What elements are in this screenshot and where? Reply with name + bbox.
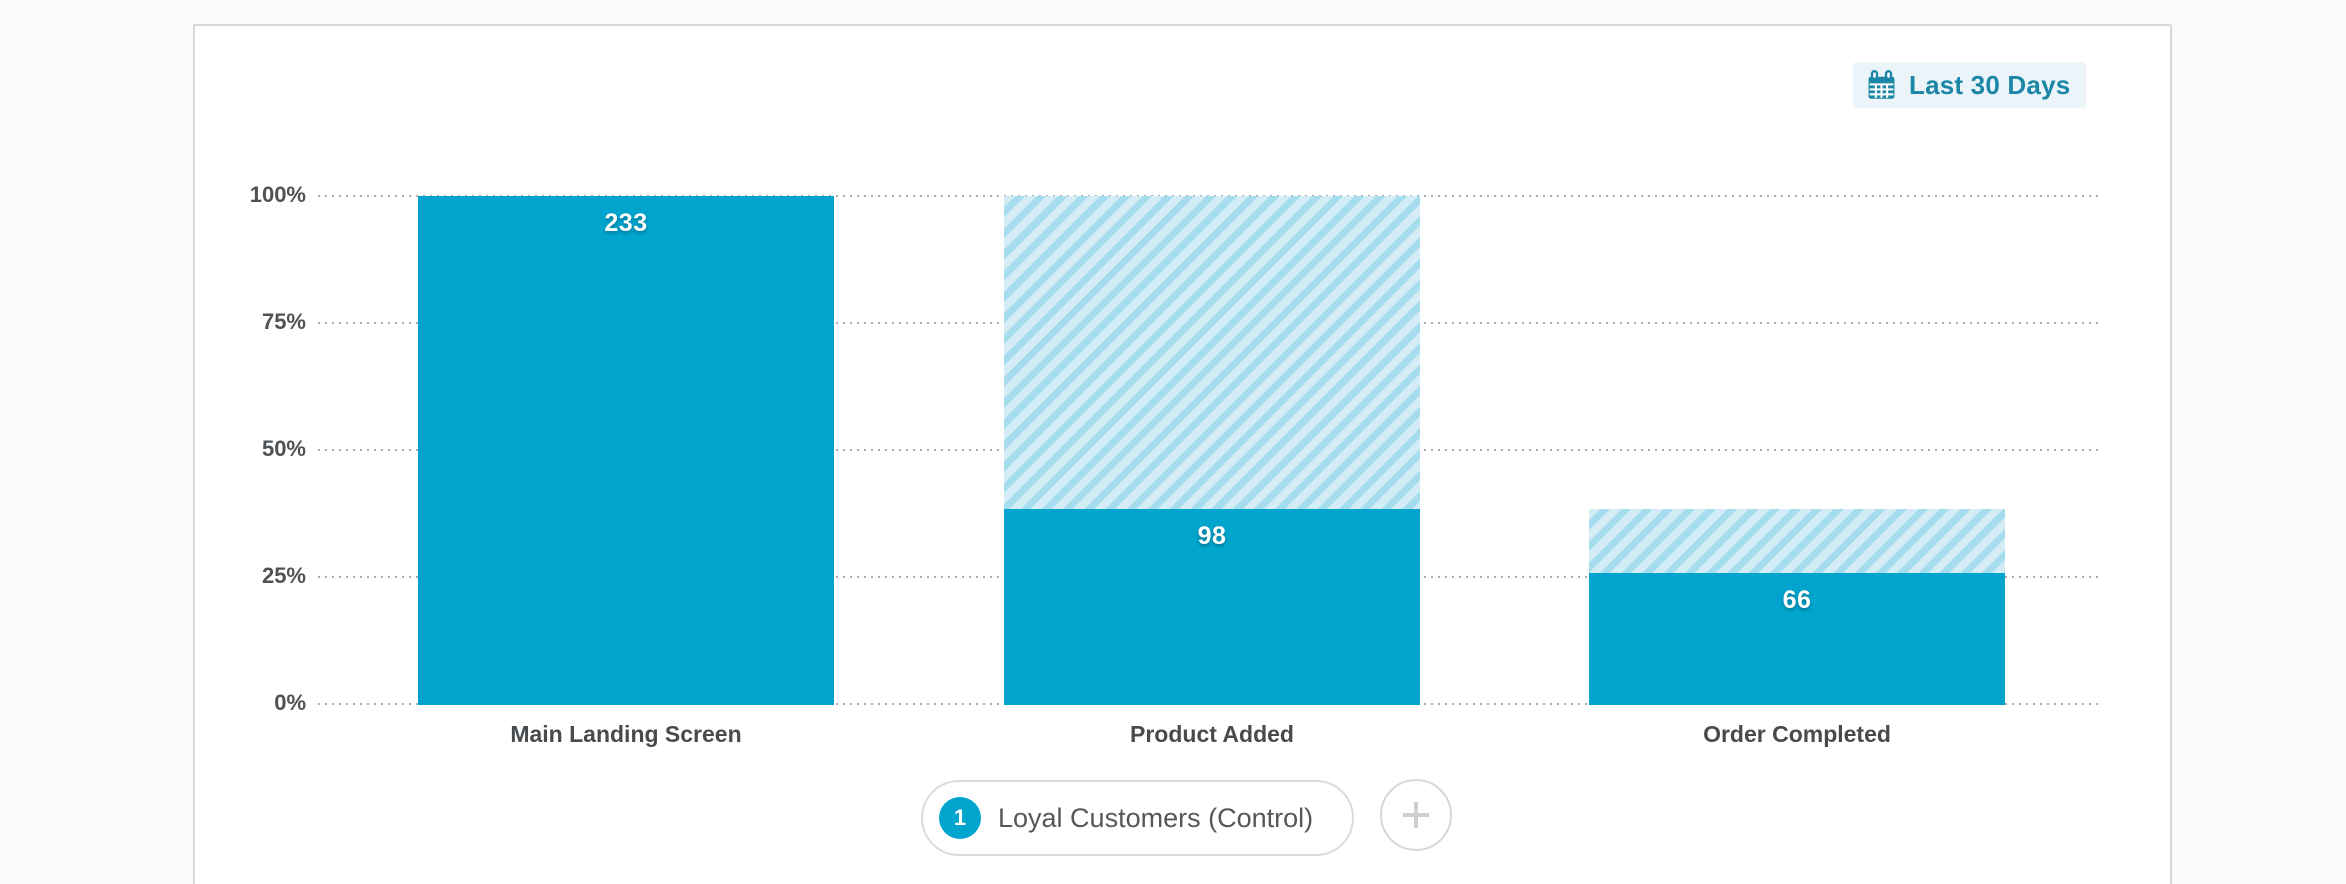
y-tick-label: 0% [274, 690, 306, 715]
y-tick-label: 75% [261, 309, 306, 334]
funnel-bar-solid-segment[interactable] [1004, 508, 1420, 705]
category-label: Order Completed [1703, 721, 1891, 747]
series-name-label: Loyal Customers (Control) [998, 802, 1314, 833]
y-tick-label: 25% [261, 563, 306, 588]
bar-value-label: 98 [1197, 521, 1227, 550]
y-tick-label: 50% [261, 436, 306, 461]
add-series-button[interactable] [1380, 779, 1452, 851]
series-index-badge: 1 [939, 797, 981, 839]
bar-value-label: 66 [1782, 586, 1812, 615]
funnel-bar-hatch-segment[interactable] [1004, 196, 1420, 509]
funnel-bar-hatch-segment[interactable] [1589, 508, 2005, 574]
funnel-bar-solid-segment[interactable] [1589, 573, 2005, 705]
date-range-label: Last 30 Days [1909, 69, 2071, 100]
plus-icon [1403, 802, 1429, 828]
category-label: Product Added [1130, 721, 1294, 747]
category-label: Main Landing Screen [510, 721, 742, 747]
funnel-bar-solid-segment[interactable] [418, 196, 834, 705]
calendar-icon [1868, 69, 1895, 99]
bar-value-label: 233 [604, 209, 648, 237]
legend-series-pill[interactable]: 1 Loyal Customers (Control) [921, 780, 1354, 856]
date-range-button[interactable]: Last 30 Days [1853, 62, 2087, 108]
y-tick-label: 100% [249, 182, 306, 207]
